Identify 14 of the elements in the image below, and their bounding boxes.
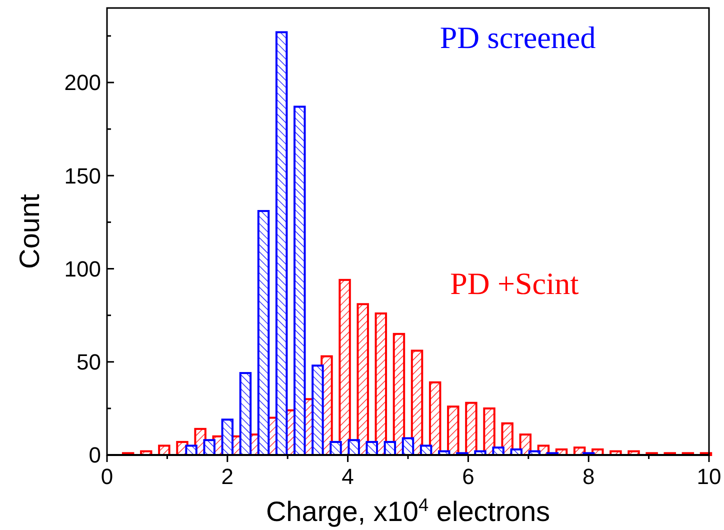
x-tick-label: 6 bbox=[462, 464, 474, 489]
y-tick-label: 0 bbox=[88, 442, 101, 468]
y-tick-label: 200 bbox=[64, 70, 101, 96]
text: PD screened bbox=[440, 20, 596, 56]
y-tick-label: 50 bbox=[76, 350, 101, 375]
x-tick-label: 8 bbox=[582, 464, 595, 489]
x-tick-label: 4 bbox=[342, 464, 354, 489]
x-tick-label: 2 bbox=[221, 464, 234, 489]
series-label: PD +Scint bbox=[450, 266, 580, 302]
x-tick-label: 10 bbox=[696, 464, 722, 489]
y-tick-label: 100 bbox=[64, 256, 101, 282]
x-axis-title: Charge, x10$^{4}$ electrons bbox=[266, 495, 550, 527]
y-tick-label: 150 bbox=[64, 163, 101, 188]
y-axis-title: Count bbox=[14, 194, 45, 269]
